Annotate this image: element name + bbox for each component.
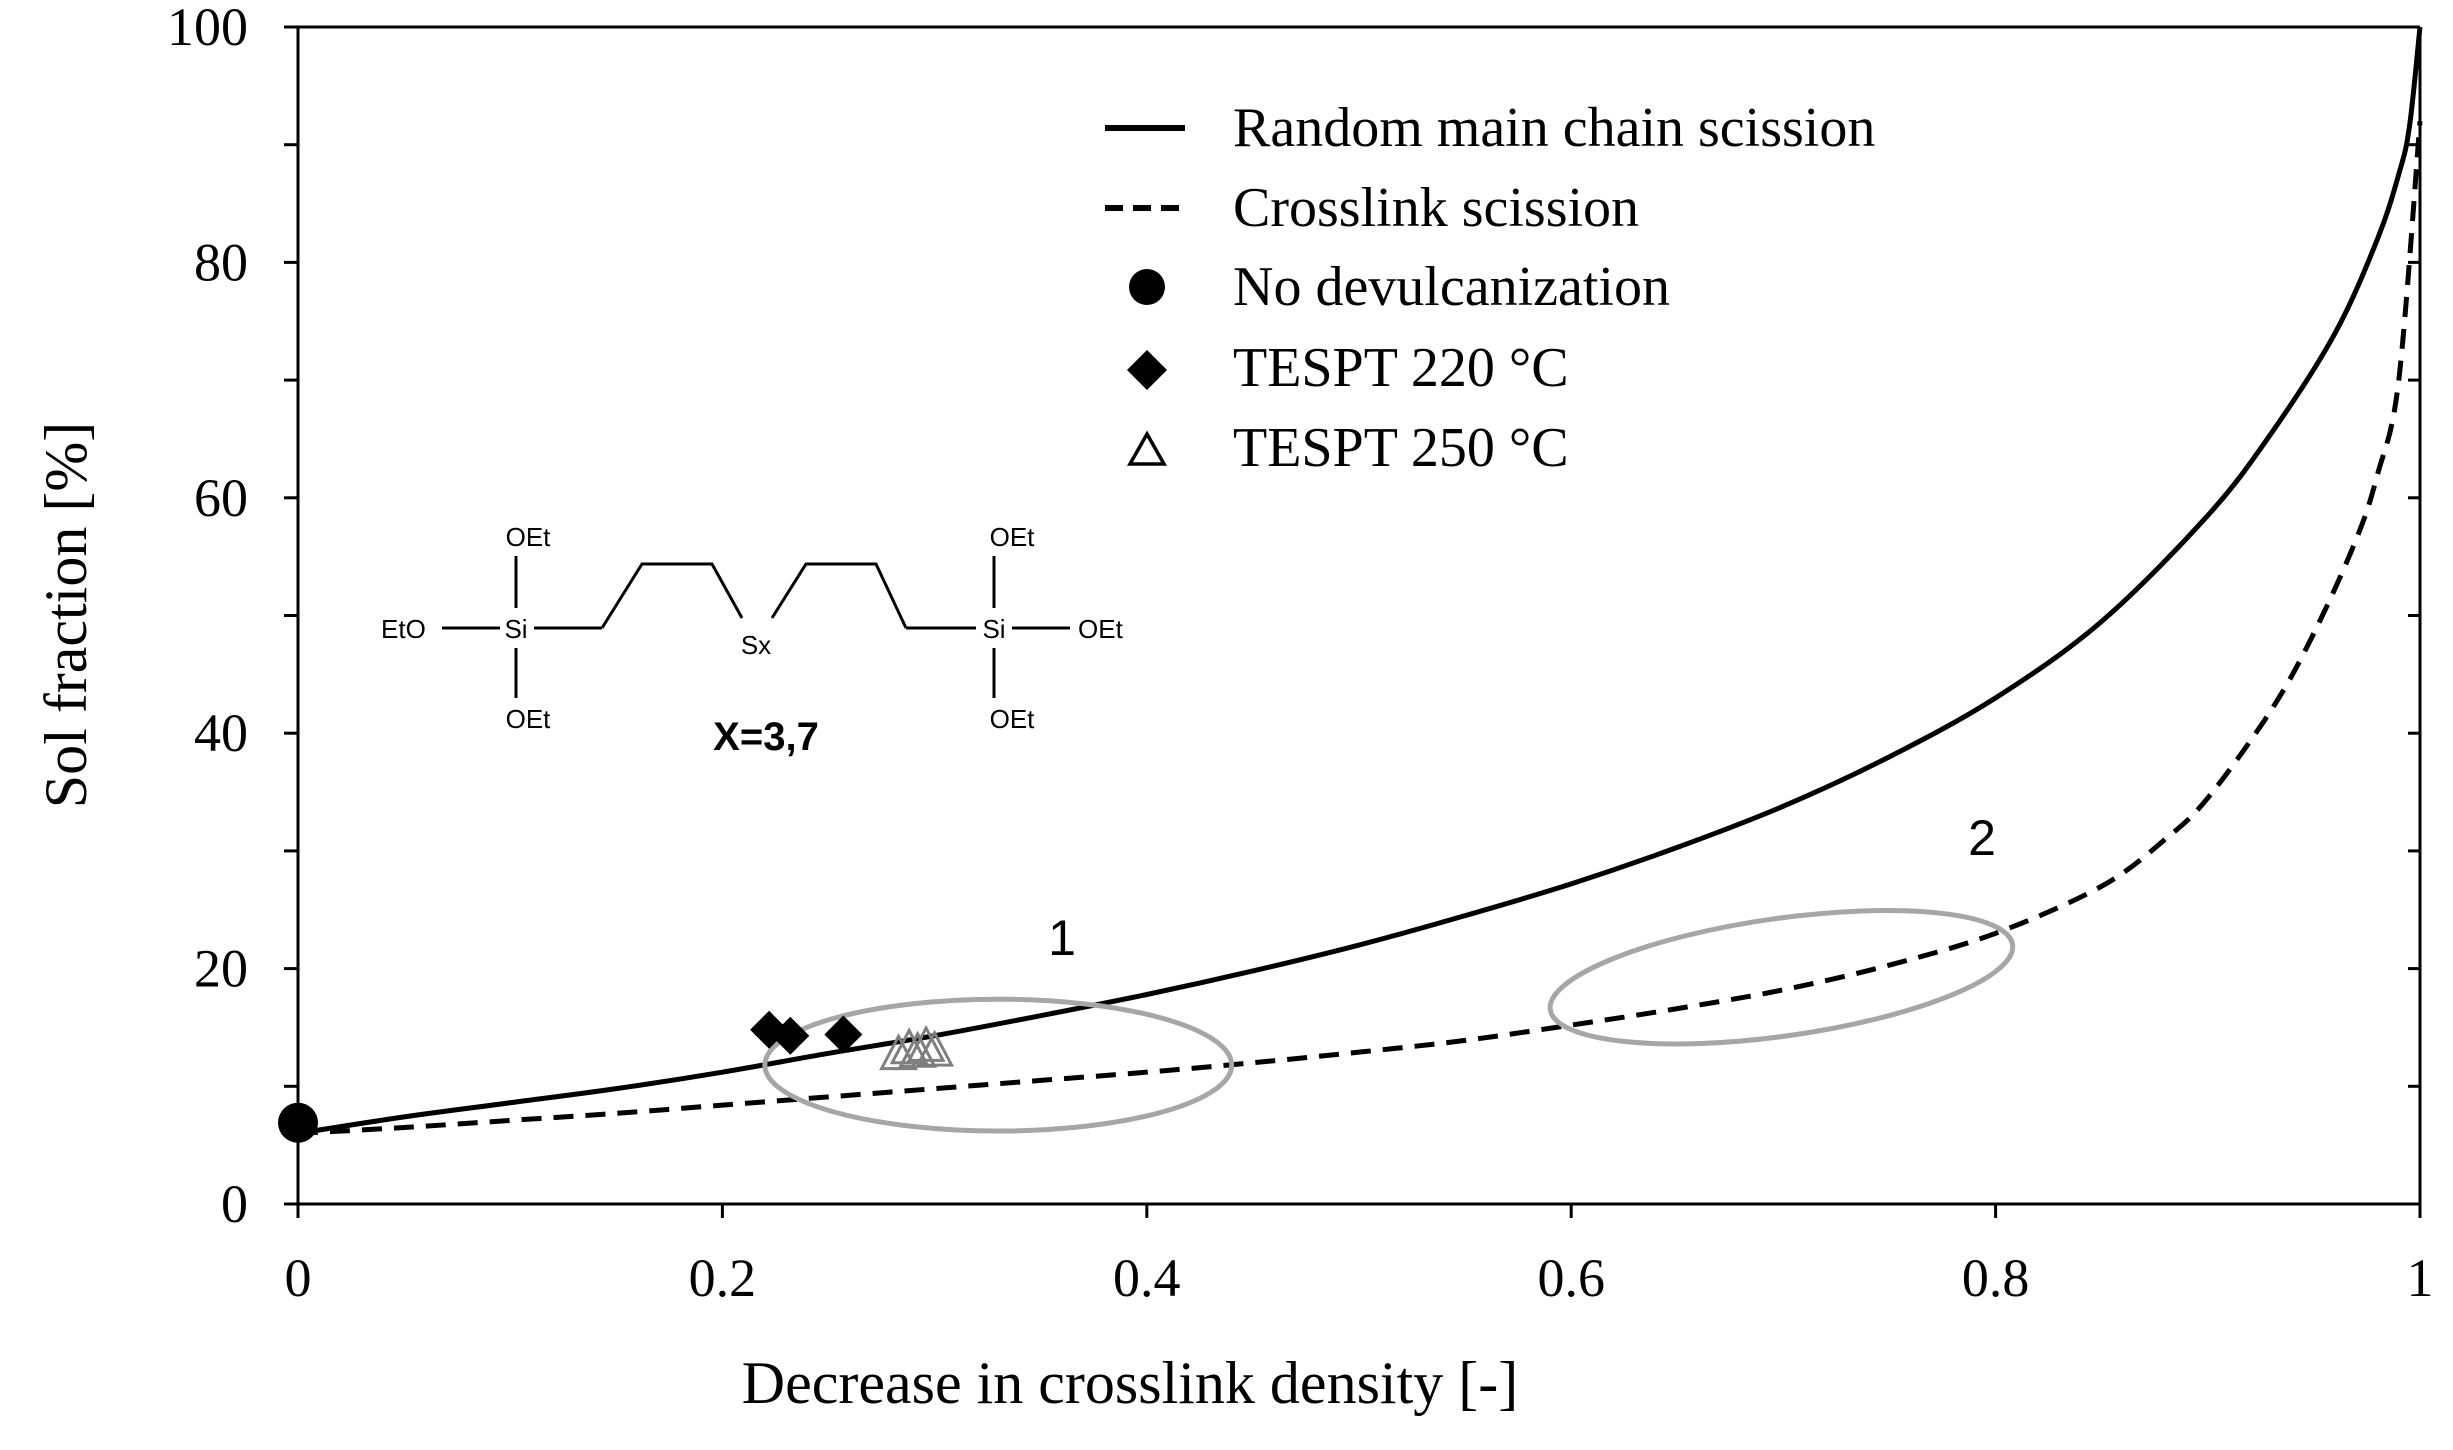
tespt-structure-inset: OEt EtO Si OEt Sx OEt Si OEt OEt X=3,7: [381, 522, 1124, 759]
chem-left-bottom-oet: OEt: [506, 704, 552, 734]
random-main-chain-scission-line: [297, 26, 2423, 1136]
chem-right-chain: [770, 562, 908, 629]
annotation-label-2: 2: [1968, 810, 1996, 866]
chem-right-bottom-oet: OEt: [990, 704, 1036, 734]
chem-left-top-oet: OEt: [506, 522, 552, 552]
x-tick-label: 0.4: [1113, 1248, 1181, 1308]
x-tick-label: 0: [285, 1248, 312, 1308]
y-tick-label: 100: [167, 0, 248, 57]
x-axis-title: Decrease in crosslink density [-]: [742, 1350, 1518, 1416]
crosslink-scission-line: [297, 120, 2423, 1136]
chem-bridge-sx: Sx: [741, 630, 771, 660]
legend: Random main chain scission Crosslink sci…: [1105, 97, 1875, 479]
legend-circle-marker: [1129, 269, 1165, 305]
chem-right-oet: OEt: [1078, 614, 1124, 644]
y-tick-label: 0: [221, 1174, 248, 1234]
data-markers: [278, 1010, 955, 1143]
legend-label-crosslink: Crosslink scission: [1233, 177, 1639, 239]
chem-formula: X=3,7: [713, 715, 819, 759]
x-tick-label: 0.8: [1962, 1248, 2030, 1308]
legend-label-random: Random main chain scission: [1233, 97, 1875, 159]
legend-triangle-marker: [1126, 430, 1168, 466]
tick-labels: 0 0.2 0.4 0.6 0.8 1 0 20 40 60 80 100: [167, 0, 2434, 1308]
annotation-label-1: 1: [1048, 910, 1076, 966]
annotation-ellipse-2: [1547, 908, 2016, 1047]
y-tick-label: 40: [194, 703, 248, 763]
chem-left-chain: [600, 562, 744, 629]
x-tick-label: 1: [2407, 1248, 2434, 1308]
legend-diamond-marker: [1127, 350, 1167, 390]
chem-right-top-oet: OEt: [990, 522, 1036, 552]
tespt-250-point: [906, 1024, 946, 1062]
y-tick-label: 80: [194, 232, 248, 292]
legend-label-no-devulcanization: No devulcanization: [1233, 256, 1670, 318]
legend-label-tespt-220: TESPT 220 °C: [1233, 337, 1569, 399]
x-tick-label: 0.6: [1537, 1248, 1605, 1308]
chem-right-si: Si: [982, 614, 1005, 644]
tespt-250-point: [915, 1029, 955, 1067]
chem-left-eto: EtO: [381, 614, 426, 644]
y-axis-title: Sol fraction [%]: [33, 422, 99, 809]
tespt-220-point: [824, 1015, 863, 1054]
legend-label-tespt-250: TESPT 250 °C: [1233, 417, 1569, 479]
chem-left-si: Si: [504, 614, 527, 644]
x-tick-label: 0.2: [689, 1248, 757, 1308]
y-tick-label: 60: [194, 468, 248, 528]
no-devulcanization-point: [278, 1102, 318, 1143]
annotation-ellipse-1: [762, 996, 1235, 1134]
axis-ticks: [284, 25, 2422, 1218]
tespt-220-point: [771, 1016, 810, 1055]
y-tick-label: 20: [194, 939, 248, 999]
